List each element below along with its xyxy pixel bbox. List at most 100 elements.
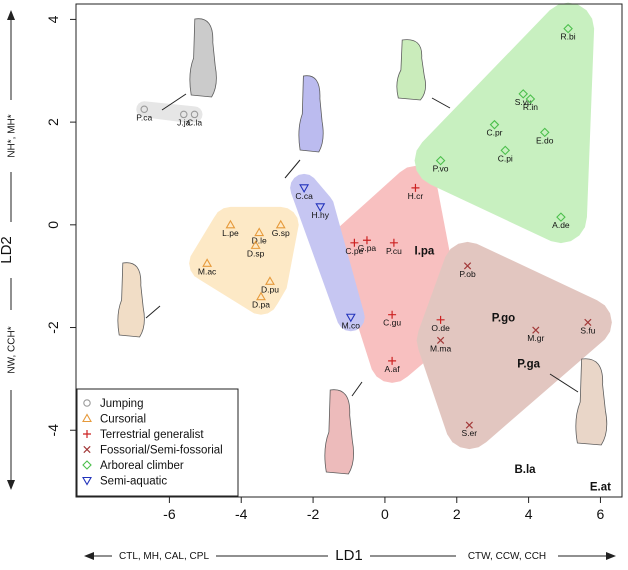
- point-label: J.ja: [177, 117, 191, 127]
- point-label: S.er: [462, 428, 478, 438]
- point-label: E.do: [536, 135, 554, 145]
- leader-line: [549, 373, 579, 393]
- point-label: G.pa: [358, 243, 377, 253]
- legend-entry: Fossorial/Semi-fossorial: [100, 445, 223, 457]
- legend-marker: [82, 460, 92, 470]
- x-tick-label: -6: [163, 506, 176, 522]
- point-label: A.af: [385, 364, 401, 374]
- point-label: D.pu: [261, 284, 279, 294]
- point-label: C.la: [187, 117, 202, 127]
- data-point: [265, 276, 275, 285]
- x-tick-label: 6: [597, 506, 605, 522]
- bone-icon: [189, 18, 217, 98]
- x-annotation-left: CTL, MH, CAL, CPL: [119, 551, 209, 562]
- point-label: O.de: [431, 323, 450, 333]
- y-annotation-bottom: NW, CCH*: [7, 326, 18, 373]
- legend-marker: [83, 430, 91, 438]
- plot-frame: [75, 3, 623, 498]
- data-point: [350, 238, 359, 247]
- point-label: P.ob: [459, 269, 476, 279]
- legend-entry: Cursorial: [100, 414, 146, 426]
- data-point: [362, 236, 371, 245]
- point-label: H.cr: [408, 191, 424, 201]
- leader-line: [431, 97, 451, 109]
- y-tick-label: 4: [45, 15, 61, 23]
- data-point: [225, 219, 236, 229]
- point-label: C.pe: [345, 246, 363, 256]
- group-hull: [416, 241, 612, 450]
- data-point: [539, 127, 550, 138]
- point-label: D.le: [252, 236, 267, 246]
- point-label: M.ma: [430, 343, 452, 353]
- leader-line: [351, 381, 363, 397]
- point-label: S.vu: [515, 97, 532, 107]
- legend: Jumping Cursorial Terrestrial generalist Fo…: [76, 388, 239, 497]
- data-point: [563, 23, 573, 34]
- data-point: [532, 326, 540, 334]
- point-label: H.hy: [312, 210, 330, 220]
- group-hull: [189, 206, 299, 315]
- data-points: P.ca J.jaC.la L.pe D.le G.sp D.sp M.ac D.pu D.pa…: [136, 23, 596, 438]
- data-point: [250, 240, 261, 249]
- data-point: [465, 421, 473, 429]
- point-label: P.cu: [386, 246, 402, 256]
- bone-illustrations: [117, 18, 608, 475]
- point-label: A.de: [552, 220, 570, 230]
- group-hull: [290, 173, 365, 332]
- data-point: [518, 89, 528, 99]
- legend-marker: [82, 413, 92, 423]
- data-point: [436, 315, 445, 324]
- legend-entry: Jumping: [100, 398, 143, 410]
- data-point: [489, 119, 500, 130]
- data-point: [180, 110, 188, 119]
- legend-entry: Arboreal climber: [100, 460, 184, 472]
- data-point: [584, 318, 592, 327]
- y-axis-title: LD2: [0, 236, 15, 264]
- bone-icon: [575, 358, 608, 446]
- legend-marker: [82, 476, 92, 486]
- species-annotation: P.go: [492, 312, 515, 324]
- data-point: [345, 313, 356, 323]
- y-direction-arrows: [4, 10, 18, 490]
- legend-entry: Terrestrial generalist: [100, 429, 204, 441]
- point-label: M.gr: [527, 333, 544, 343]
- data-point: [315, 203, 326, 212]
- y-tick-label: -4: [45, 424, 61, 437]
- point-label: D.pa: [252, 300, 270, 310]
- x-tick-label: -4: [235, 506, 248, 522]
- annotations: I.pa P.go P.ga B.la E.at: [415, 246, 612, 494]
- point-label: C.pr: [486, 128, 502, 138]
- data-point: [463, 262, 472, 270]
- data-point: [275, 219, 286, 229]
- y-tick-label: 0: [45, 221, 61, 229]
- data-point: [556, 212, 566, 222]
- x-annotation-right: CTW, CCW, CCH: [468, 551, 546, 562]
- point-label: R.bi: [561, 32, 576, 42]
- bone-icon: [396, 39, 426, 101]
- data-point: [435, 155, 446, 166]
- x-tick-label: 2: [453, 506, 461, 522]
- data-point: [388, 310, 397, 319]
- legend-marker: [83, 399, 91, 407]
- data-point: [254, 227, 265, 237]
- species-annotation: I.pa: [415, 246, 435, 258]
- group-hulls: [136, 2, 612, 450]
- point-label: G.sp: [272, 228, 290, 238]
- species-annotation: E.at: [590, 482, 611, 494]
- x-tick-label: -2: [307, 506, 320, 522]
- bone-icon: [117, 262, 145, 338]
- x-tick-label: 0: [381, 506, 389, 522]
- point-label: R.in: [523, 102, 538, 112]
- point-label: C.gu: [383, 318, 401, 328]
- legend-marker: [83, 445, 91, 454]
- data-point: [202, 258, 213, 267]
- data-point: [256, 291, 266, 301]
- leader-line: [145, 305, 161, 319]
- data-point: [436, 336, 445, 344]
- y-annotation-top: NH*, MH*: [7, 114, 18, 157]
- point-label: P.ca: [136, 112, 152, 122]
- x-axis-title: LD1: [335, 547, 363, 564]
- leader-line: [284, 159, 301, 179]
- y-tick-label: -2: [45, 321, 61, 334]
